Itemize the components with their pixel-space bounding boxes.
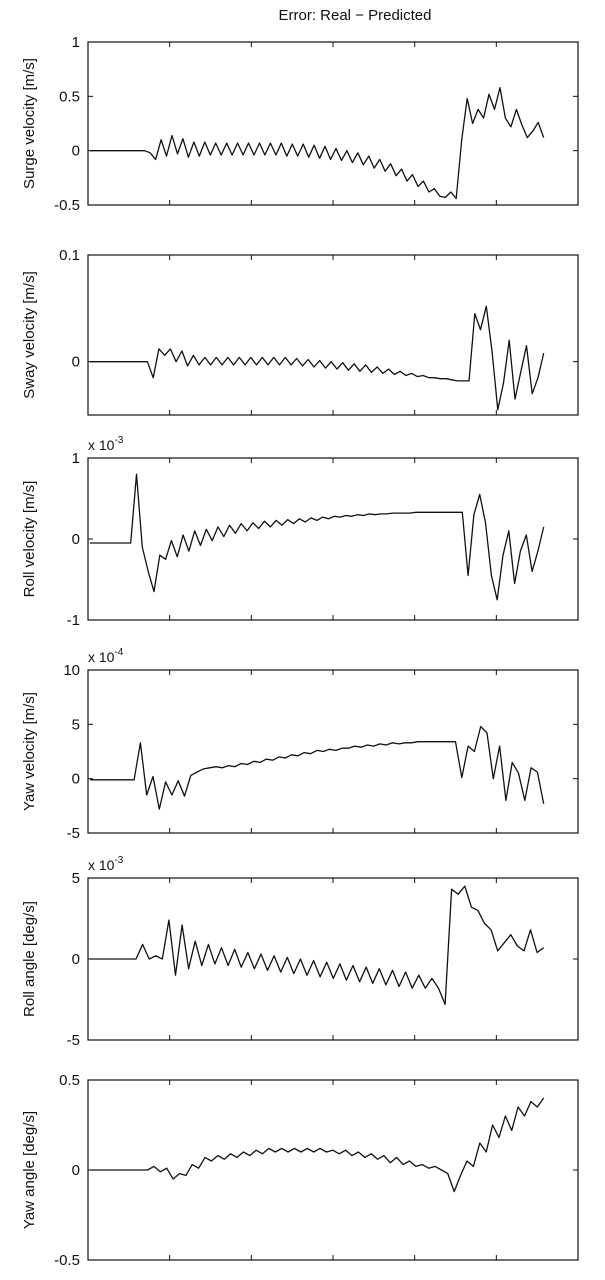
y-tick-label: 0 (72, 1162, 80, 1179)
y-axis-label: Roll velocity [m/s] (21, 481, 38, 598)
y-tick-label: -0.5 (54, 197, 80, 214)
error-series-line (90, 473, 545, 601)
subplot-5: -5 0 5 Roll angle [deg/s] x 10-3 (21, 855, 579, 1049)
y-tick-label: 0.1 (59, 247, 80, 264)
y-tick-label: 0 (72, 771, 80, 788)
y-tick-label: 0 (72, 143, 80, 160)
error-series-line (90, 305, 545, 411)
axis-multiplier: x 10-3 (88, 855, 124, 873)
y-tick-label: 0 (72, 951, 80, 968)
figure-title: Error: Real − Predicted (279, 7, 432, 24)
y-tick-label: 0.5 (59, 88, 80, 105)
axis-multiplier-exponent: -4 (114, 647, 123, 658)
subplot-1: -0.5 0 0.5 1 Surge velocity [m/s] (21, 34, 579, 214)
subplot-3: -1 0 1 Roll velocity [m/s] x 10-3 (21, 435, 579, 629)
axis-multiplier: x 10-3 (88, 435, 124, 453)
y-tick-label: 1 (72, 450, 80, 467)
subplots: -0.5 0 0.5 1 Surge velocity [m/s] 0 0.1 Sway ve… (21, 34, 579, 1269)
error-series-line (90, 885, 545, 1006)
y-tick-label: 5 (72, 870, 80, 887)
axis-multiplier-exponent: -3 (114, 435, 123, 446)
y-tick-label: 0 (72, 354, 80, 371)
subplot-4: -5 0 5 10 Yaw velocity [m/s] x 10-4 (21, 647, 579, 842)
y-axis-label: Yaw velocity [m/s] (21, 692, 38, 811)
y-axis-label: Surge velocity [m/s] (21, 58, 38, 189)
error-series-line (90, 725, 545, 810)
y-axis-label: Sway velocity [m/s] (21, 271, 38, 399)
y-tick-label: 1 (72, 34, 80, 51)
y-tick-label: 10 (63, 662, 80, 679)
axis-multiplier: x 10-4 (88, 647, 124, 665)
y-tick-label: -5 (67, 825, 80, 842)
axes-frame (87, 457, 579, 621)
axes-frame (87, 254, 579, 416)
y-tick-label: 0.5 (59, 1072, 80, 1089)
error-series-line (90, 86, 545, 200)
y-tick-label: 0 (72, 531, 80, 548)
subplot-2: 0 0.1 Sway velocity [m/s] (21, 247, 579, 416)
y-tick-label: 5 (72, 716, 80, 733)
y-axis-label: Yaw angle [deg/s] (21, 1111, 38, 1229)
axes-frame (87, 1079, 579, 1261)
axes-frame (87, 41, 579, 206)
subplot-6: -0.5 0 0.5 Yaw angle [deg/s] (21, 1072, 579, 1269)
y-axis-label: Roll angle [deg/s] (21, 901, 38, 1017)
y-tick-label: -5 (67, 1032, 80, 1049)
axes-frame (87, 669, 579, 834)
error-series-line (90, 1097, 545, 1193)
axis-multiplier-exponent: -3 (114, 855, 123, 866)
y-tick-label: -1 (67, 612, 80, 629)
y-tick-label: -0.5 (54, 1252, 80, 1269)
